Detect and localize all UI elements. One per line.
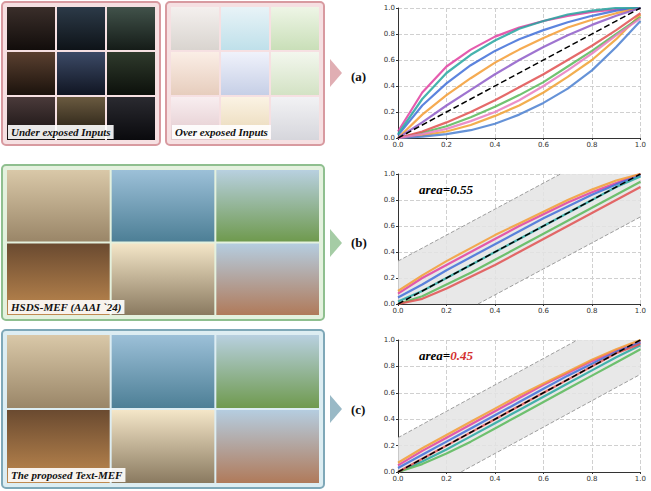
svg-text:area=: area= (419, 182, 450, 197)
svg-text:1.0: 1.0 (635, 141, 646, 149)
svg-text:Under exposed Inputs: Under exposed Inputs (11, 126, 111, 138)
svg-text:0.4: 0.4 (489, 141, 501, 149)
svg-text:0.6: 0.6 (538, 141, 550, 149)
svg-text:0.2: 0.2 (441, 475, 452, 483)
svg-text:0.2: 0.2 (384, 442, 395, 450)
svg-text:0.45: 0.45 (450, 348, 473, 363)
svg-text:0.4: 0.4 (384, 248, 396, 256)
svg-text:1.0: 1.0 (635, 307, 646, 315)
svg-text:1.0: 1.0 (384, 4, 395, 12)
svg-text:0.2: 0.2 (441, 141, 452, 149)
svg-text:1.0: 1.0 (384, 170, 395, 178)
svg-text:0.6: 0.6 (538, 307, 550, 315)
svg-text:0.2: 0.2 (441, 307, 452, 315)
svg-text:0.4: 0.4 (384, 415, 396, 423)
html-text:(a): (a) (351, 69, 367, 84)
svg-text:0.8: 0.8 (384, 30, 395, 38)
svg-text:0.0: 0.0 (383, 300, 395, 308)
svg-text:1.0: 1.0 (635, 475, 646, 483)
html-text:(c): (c) (351, 402, 366, 417)
svg-text:0.6: 0.6 (538, 475, 550, 483)
svg-text:0.6: 0.6 (384, 56, 396, 64)
svg-text:0.0: 0.0 (392, 307, 403, 315)
svg-text:0.8: 0.8 (586, 307, 597, 315)
svg-text:0.8: 0.8 (384, 196, 395, 204)
svg-text:area=: area= (419, 348, 450, 363)
svg-text:0.2: 0.2 (384, 108, 395, 116)
svg-text:1.0: 1.0 (384, 336, 395, 344)
svg-text:0.6: 0.6 (384, 222, 396, 230)
svg-text:0.6: 0.6 (384, 389, 396, 397)
svg-text:0.0: 0.0 (392, 475, 403, 483)
svg-text:0.0: 0.0 (383, 134, 395, 142)
svg-text:Over exposed Inputs: Over exposed Inputs (175, 126, 268, 138)
html-text:(b): (b) (351, 235, 367, 250)
svg-text:0.4: 0.4 (489, 475, 501, 483)
svg-text:0.2: 0.2 (384, 274, 395, 282)
svg-text:0.8: 0.8 (384, 362, 395, 370)
svg-text:0.4: 0.4 (384, 82, 396, 90)
svg-text:0.8: 0.8 (586, 475, 597, 483)
svg-text:0.55: 0.55 (450, 182, 473, 197)
svg-text:0.4: 0.4 (489, 307, 501, 315)
svg-text:The proposed Text-MEF: The proposed Text-MEF (11, 469, 123, 481)
svg-text:0.0: 0.0 (392, 141, 403, 149)
svg-text:HSDS-MEF (AAAI `24): HSDS-MEF (AAAI `24) (10, 301, 121, 314)
svg-text:0.8: 0.8 (586, 141, 597, 149)
svg-text:0.0: 0.0 (383, 468, 395, 476)
